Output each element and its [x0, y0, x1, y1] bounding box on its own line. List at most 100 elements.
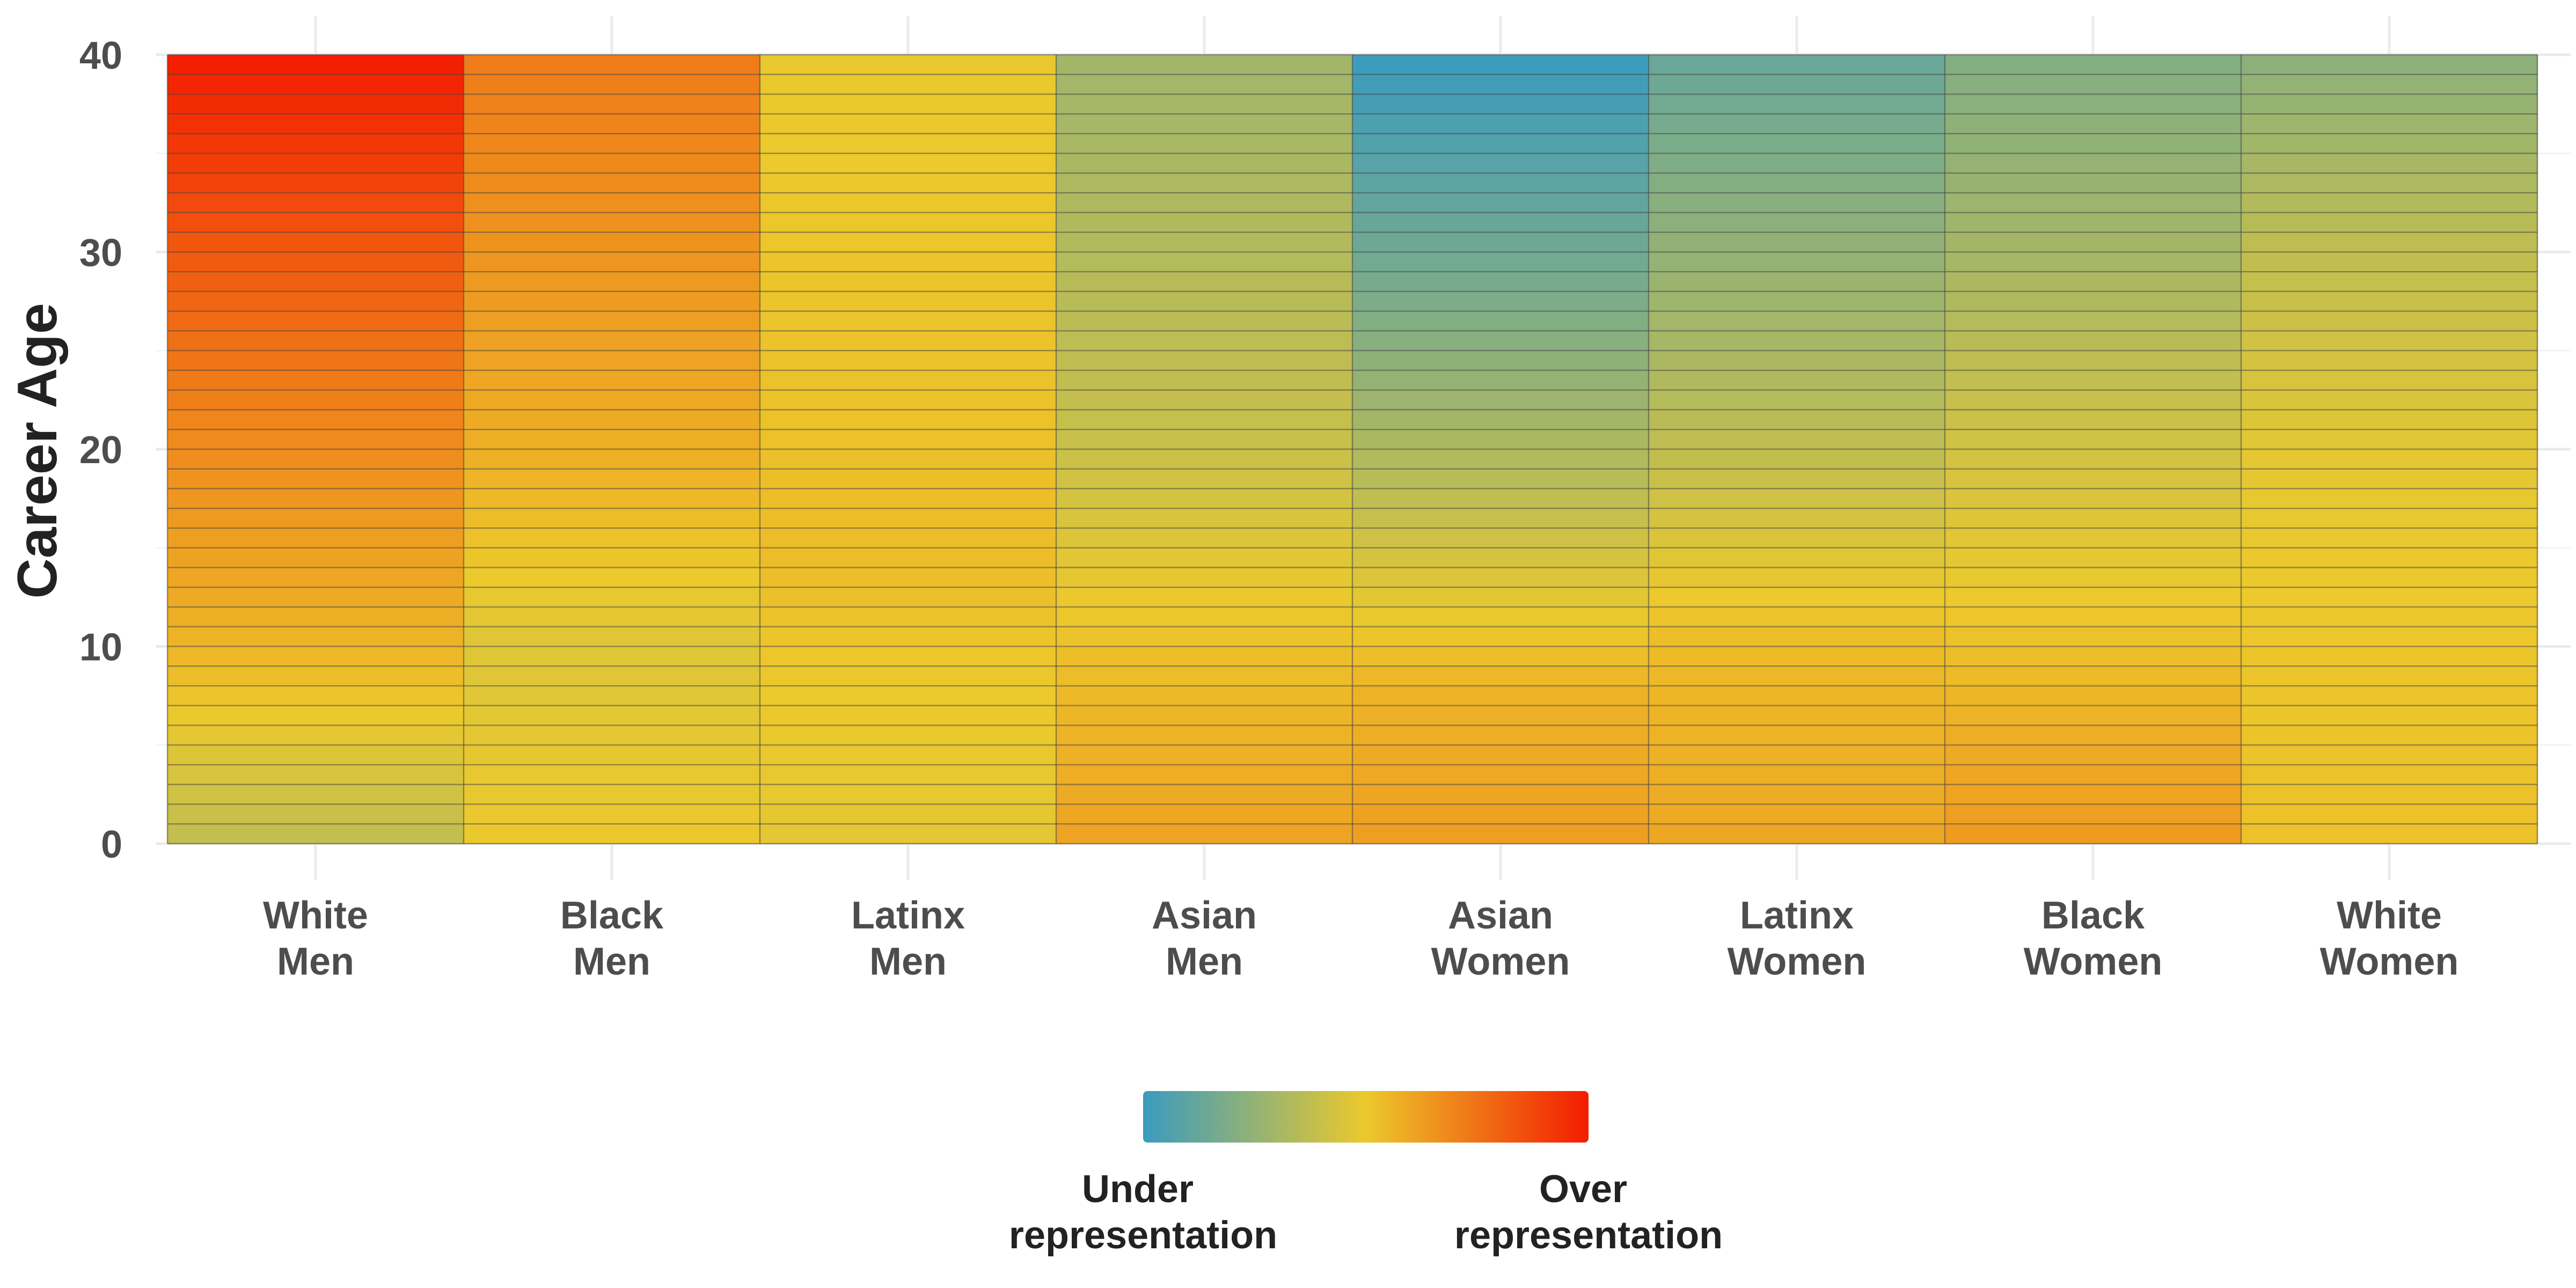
heatmap-cell [464, 232, 760, 253]
heatmap-cell [167, 193, 464, 213]
heatmap-cell [1352, 232, 1649, 253]
heatmap-cell [760, 429, 1057, 450]
heatmap-cell [464, 409, 760, 430]
legend-high-label: Over representation [1454, 1168, 1723, 1257]
heatmap-cell [167, 449, 464, 470]
heatmap-cell [1945, 508, 2242, 529]
y-tick-label: 20 [79, 429, 122, 472]
heatmap-cell [760, 272, 1057, 292]
heatmap-cell [1945, 528, 2242, 548]
heatmap-cell [1056, 134, 1353, 154]
heatmap-cell [464, 626, 760, 647]
heatmap-cell [167, 134, 464, 154]
heatmap-cell [1649, 193, 1945, 213]
heatmap-cell [1945, 74, 2242, 95]
y-tick-label: 0 [101, 823, 122, 866]
heatmap-cell [2241, 528, 2538, 548]
heatmap-cell [464, 311, 760, 332]
heatmap-cell [1352, 705, 1649, 726]
x-tick-label-line: Black [560, 894, 664, 937]
heatmap-cell [1056, 686, 1353, 706]
heatmap-cell [464, 291, 760, 312]
heatmap-cell [1056, 587, 1353, 608]
heatmap-cell [464, 429, 760, 450]
heatmap-cell [1649, 449, 1945, 470]
heatmap-cell [760, 390, 1057, 411]
heatmap-cell [167, 94, 464, 114]
x-tick-label-line: Men [1166, 940, 1243, 983]
heatmap-cell [464, 765, 760, 785]
heatmap-cell [760, 134, 1057, 154]
heatmap-cell [464, 134, 760, 154]
x-tick-label: White Men [263, 894, 368, 983]
heatmap-cell [1945, 449, 2242, 470]
cell-borders [166, 54, 2538, 845]
heatmap-cell [760, 74, 1057, 95]
heatmap-cell [1649, 114, 1945, 134]
heatmap-cell [2241, 646, 2538, 667]
heatmap-cell [760, 114, 1057, 134]
heatmap-cell [464, 193, 760, 213]
heatmap-cell [464, 350, 760, 371]
heatmap-cell [2241, 153, 2538, 174]
x-tick-label: Black Women [2024, 894, 2163, 983]
heatmap-cell [1056, 232, 1353, 253]
heatmap-cell [2241, 567, 2538, 588]
heatmap-cell [1352, 528, 1649, 548]
heatmap-cell [167, 409, 464, 430]
heatmap-cell [2241, 429, 2538, 450]
heatmap-cell [1056, 824, 1353, 844]
heatmap-cell [464, 567, 760, 588]
heatmap-cell [1649, 350, 1945, 371]
heatmap-cell [1352, 449, 1649, 470]
heatmap-cell [1352, 784, 1649, 805]
heatmap-cell [2241, 666, 2538, 686]
heatmap-cell [760, 331, 1057, 351]
heatmap-cell [1056, 429, 1353, 450]
heatmap-cell [760, 784, 1057, 805]
heatmap-cell [167, 626, 464, 647]
heatmap-cell [760, 646, 1057, 667]
heatmap-cell [1056, 350, 1353, 371]
heatmap-cell [1649, 607, 1945, 627]
heatmap-cell [464, 547, 760, 568]
x-tick-label-line: Women [2320, 940, 2459, 983]
heatmap-cell [464, 331, 760, 351]
heatmap-cell [1945, 626, 2242, 647]
heatmap-cell [2241, 213, 2538, 233]
heatmap-cell [1056, 331, 1353, 351]
heatmap-cell [1056, 705, 1353, 726]
heatmap-cell [2241, 232, 2538, 253]
heatmap-cell [1056, 213, 1353, 233]
heatmap-cell [1056, 469, 1353, 489]
heatmap-cell [167, 153, 464, 174]
heatmap-cell [464, 213, 760, 233]
heatmap-cell [1945, 469, 2242, 489]
heatmap-cell [464, 528, 760, 548]
heatmap-cell [1649, 469, 1945, 489]
heatmap-cell [2241, 94, 2538, 114]
heatmap-cell [2241, 508, 2538, 529]
x-tick-label-line: Asian [1448, 894, 1553, 937]
heatmap-cell [1945, 686, 2242, 706]
heatmap-cell [1352, 547, 1649, 568]
heatmap-cell [464, 686, 760, 706]
heatmap-cell [1945, 94, 2242, 114]
x-tick-label: Latinx Women [1728, 894, 1867, 983]
heatmap-cell [1056, 804, 1353, 824]
heatmap-cell [464, 55, 760, 75]
heatmap-cell [2241, 765, 2538, 785]
heatmap-cell [1056, 725, 1353, 745]
heatmap-cell [760, 370, 1057, 391]
x-tick-label: Asian Men [1152, 894, 1257, 983]
x-tick-label: Asian Women [1431, 894, 1570, 983]
heatmap-cell [464, 390, 760, 411]
heatmap-cell [1649, 153, 1945, 174]
heatmap-cell [1945, 824, 2242, 844]
heatmap-cell [2241, 607, 2538, 627]
x-tick-label-line: Asian [1152, 894, 1257, 937]
heatmap-cell [464, 469, 760, 489]
heatmap-cell [2241, 725, 2538, 745]
heatmap-cell [1056, 272, 1353, 292]
heatmap-cell [167, 232, 464, 253]
